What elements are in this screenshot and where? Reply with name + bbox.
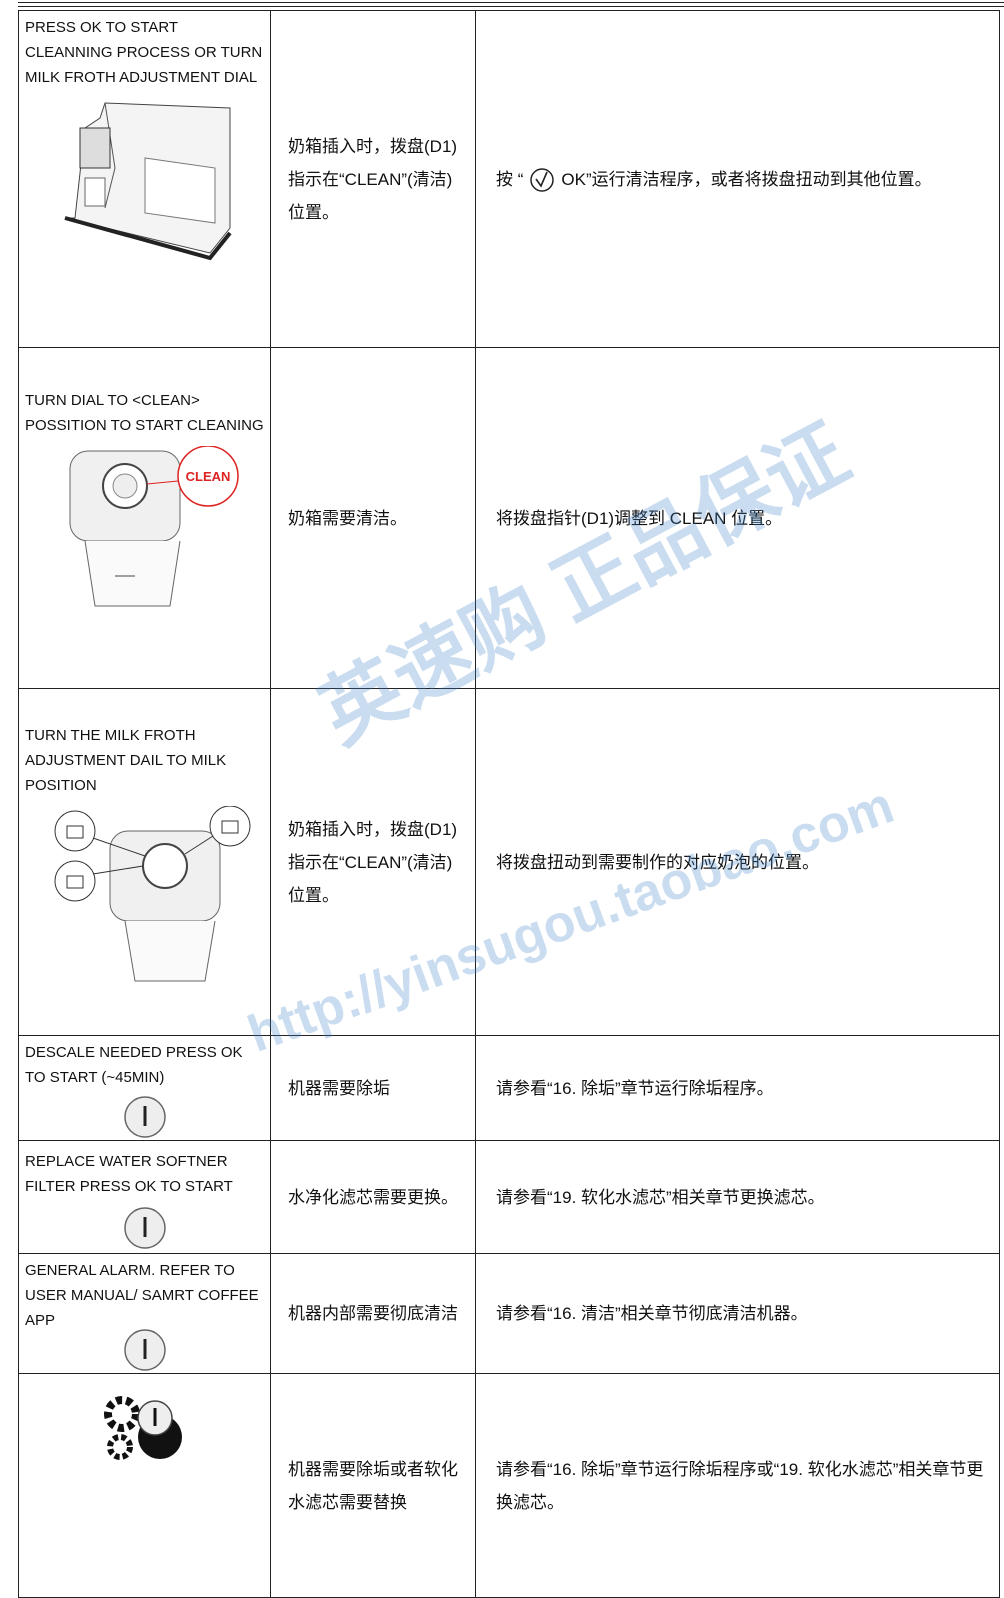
message: TURN THE MILK FROTH ADJUSTMENT DAIL TO M… bbox=[25, 727, 227, 794]
cell: 请参看“19. 软化水滤芯”相关章节更换滤芯。 bbox=[475, 1140, 1000, 1254]
button-icon bbox=[123, 1207, 166, 1249]
action: 请参看“16. 除垢”章节运行除垢程序或“19. 软化水滤芯”相关章节更换滤芯。 bbox=[496, 1459, 984, 1512]
cell: 奶箱插入时，拨盘(D1)指示在“CLEAN”(清洁)位置。 bbox=[270, 10, 476, 348]
cell bbox=[18, 1373, 271, 1598]
row: REPLACE WATER SOFTNER FILTER PRESS OK TO… bbox=[18, 1140, 1000, 1254]
condition: 奶箱需要清洁。 bbox=[288, 508, 407, 528]
row: DESCALE NEEDED PRESS OK TO START (~45MIN… bbox=[18, 1035, 1000, 1141]
message: DESCALE NEEDED PRESS OK TO START (~45MIN… bbox=[25, 1044, 243, 1086]
cell: 将拨盘扭动到需要制作的对应奶泡的位置。 bbox=[475, 688, 1000, 1036]
row: TURN DIAL TO <CLEAN> POSSITION TO START … bbox=[18, 347, 1000, 689]
dial-image: CLEAN bbox=[69, 446, 239, 607]
button-icon bbox=[123, 1096, 166, 1138]
action: 请参看“19. 软化水滤芯”相关章节更换滤芯。 bbox=[496, 1187, 825, 1207]
condition: 水净化滤芯需要更换。 bbox=[288, 1187, 458, 1207]
rule bbox=[18, 2, 1004, 3]
cell: DESCALE NEEDED PRESS OK TO START (~45MIN… bbox=[18, 1035, 271, 1141]
cell: 奶箱插入时，拨盘(D1)指示在“CLEAN”(清洁)位置。 bbox=[270, 688, 476, 1036]
cell: TURN THE MILK FROTH ADJUSTMENT DAIL TO M… bbox=[18, 688, 271, 1036]
row: TURN THE MILK FROTH ADJUSTMENT DAIL TO M… bbox=[18, 688, 1000, 1036]
row: 机器需要除垢或者软化水滤芯需要替换 请参看“16. 除垢”章节运行除垢程序或“1… bbox=[18, 1373, 1000, 1598]
action: OK”运行清洁程序，或者将拨盘扭动到其他位置。 bbox=[561, 169, 932, 189]
condition: 机器需要除垢 bbox=[288, 1078, 390, 1098]
alarm-table: PRESS OK TO START CLEANNING PROCESS OR T… bbox=[18, 10, 1000, 1598]
cell: 奶箱需要清洁。 bbox=[270, 347, 476, 689]
dial-image bbox=[54, 806, 250, 982]
cell: 机器需要除垢或者软化水滤芯需要替换 bbox=[270, 1373, 476, 1598]
ok-icon bbox=[530, 168, 555, 192]
gear-icon bbox=[103, 1396, 182, 1460]
cell: GENERAL ALARM. REFER TO USER MANUAL/ SAM… bbox=[18, 1253, 271, 1374]
cell: 水净化滤芯需要更换。 bbox=[270, 1140, 476, 1254]
message: PRESS OK TO START CLEANNING PROCESS OR T… bbox=[25, 19, 263, 86]
action: 请参看“16. 清洁”相关章节彻底清洁机器。 bbox=[496, 1304, 808, 1323]
message: REPLACE WATER SOFTNER FILTER PRESS OK TO… bbox=[25, 1153, 233, 1195]
cell: 请参看“16. 除垢”章节运行除垢程序或“19. 软化水滤芯”相关章节更换滤芯。 bbox=[475, 1373, 1000, 1598]
button-icon bbox=[123, 1329, 166, 1371]
cell: 将拨盘指针(D1)调整到 CLEAN 位置。 bbox=[475, 347, 1000, 689]
cell: 请参看“16. 清洁”相关章节彻底清洁机器。 bbox=[475, 1253, 1000, 1374]
action: 将拨盘扭动到需要制作的对应奶泡的位置。 bbox=[496, 852, 819, 872]
condition: 机器内部需要彻底清洁 bbox=[288, 1304, 458, 1323]
message: TURN DIAL TO <CLEAN> POSSITION TO START … bbox=[25, 392, 264, 434]
clean-label: CLEAN bbox=[185, 469, 230, 484]
cell: PRESS OK TO START CLEANNING PROCESS OR T… bbox=[18, 10, 271, 348]
cell: 机器需要除垢 bbox=[270, 1035, 476, 1141]
row: GENERAL ALARM. REFER TO USER MANUAL/ SAM… bbox=[18, 1253, 1000, 1374]
cell: 按 “ OK”运行清洁程序，或者将拨盘扭动到其他位置。 bbox=[475, 10, 1000, 348]
condition: 机器需要除垢或者软化水滤芯需要替换 bbox=[288, 1459, 458, 1512]
message: GENERAL ALARM. REFER TO USER MANUAL/ SAM… bbox=[25, 1262, 259, 1329]
cell: REPLACE WATER SOFTNER FILTER PRESS OK TO… bbox=[18, 1140, 271, 1254]
action: 请参看“16. 除垢”章节运行除垢程序。 bbox=[496, 1078, 774, 1098]
cell: 机器内部需要彻底清洁 bbox=[270, 1253, 476, 1374]
cell: 请参看“16. 除垢”章节运行除垢程序。 bbox=[475, 1035, 1000, 1141]
condition: 奶箱插入时，拨盘(D1)指示在“CLEAN”(清洁)位置。 bbox=[288, 136, 458, 222]
cell: TURN DIAL TO <CLEAN> POSSITION TO START … bbox=[18, 347, 271, 689]
action: 按 “ bbox=[496, 169, 524, 189]
action: 将拨盘指针(D1)调整到 CLEAN 位置。 bbox=[496, 508, 783, 528]
machine-image bbox=[63, 102, 232, 261]
row: PRESS OK TO START CLEANNING PROCESS OR T… bbox=[18, 10, 1000, 348]
condition: 奶箱插入时，拨盘(D1)指示在“CLEAN”(清洁)位置。 bbox=[288, 819, 458, 905]
rule bbox=[18, 6, 1004, 7]
